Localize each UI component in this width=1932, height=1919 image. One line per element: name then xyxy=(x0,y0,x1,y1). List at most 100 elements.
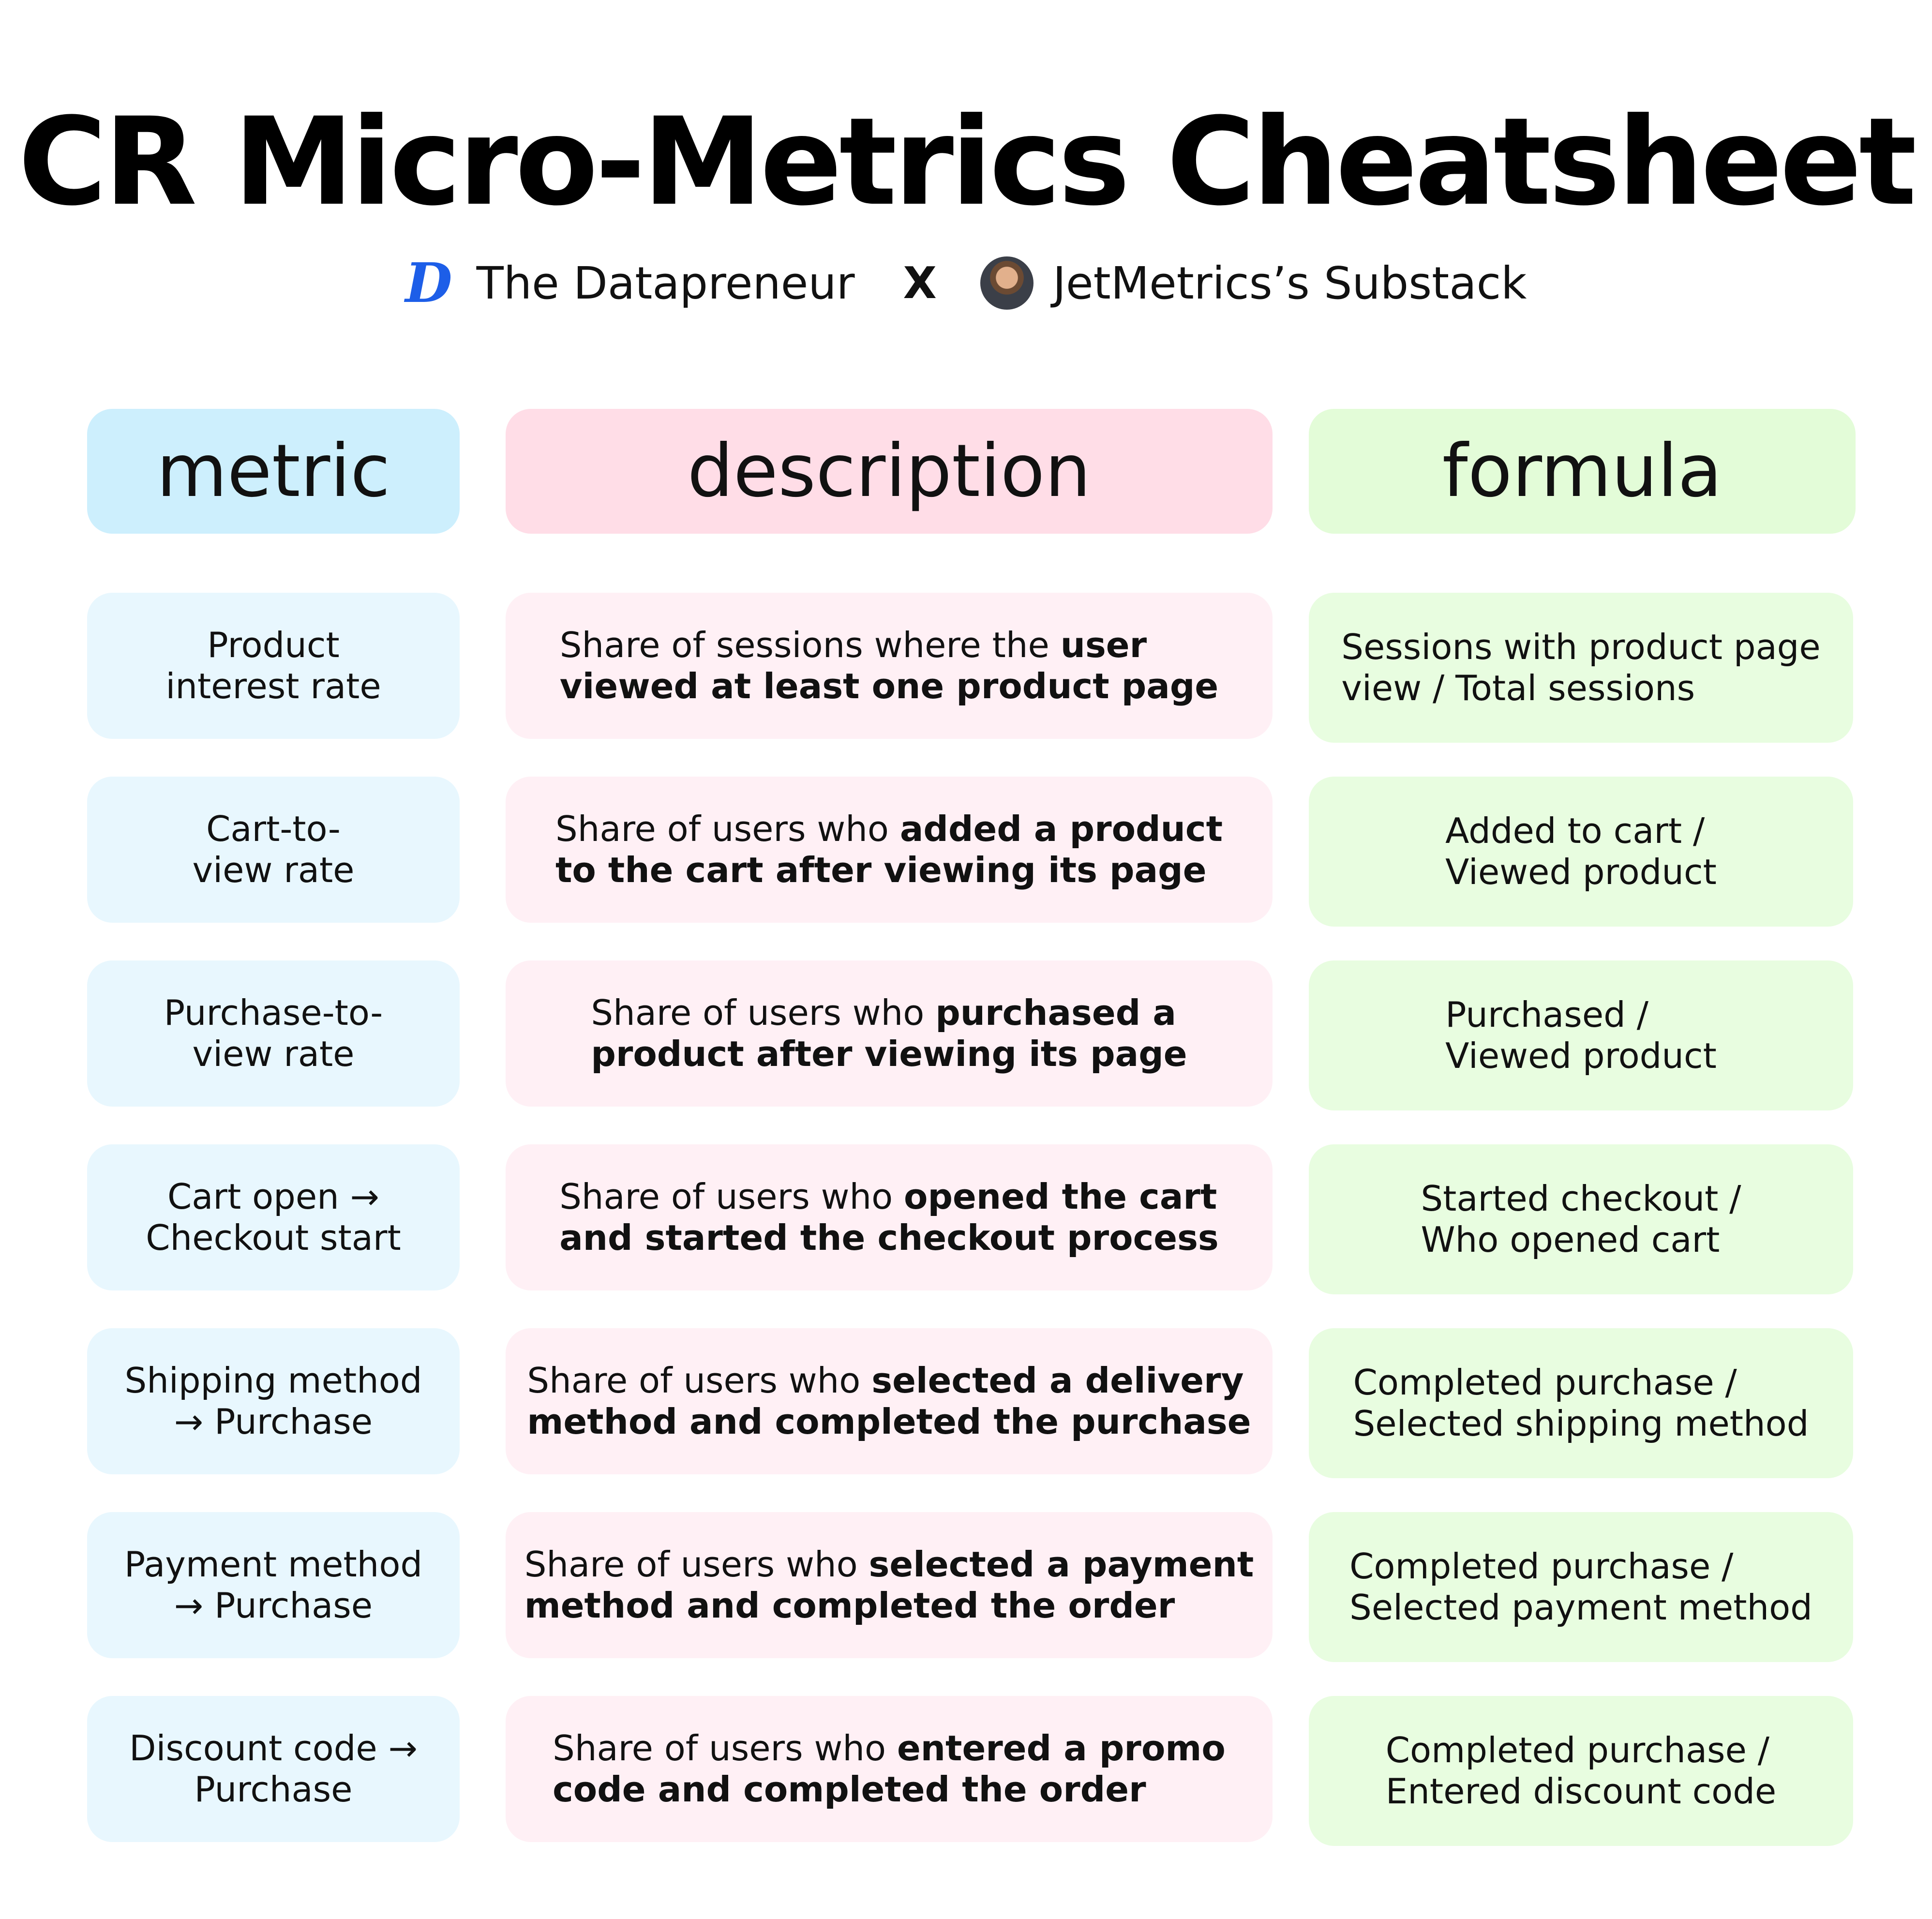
subtitle-bar: D The Datapreneur X JetMetrics’s Substac… xyxy=(0,252,1932,315)
description-highlight: product after viewing its page xyxy=(591,1034,1187,1074)
formula-line: Purchased / xyxy=(1445,994,1648,1035)
header-description: description xyxy=(506,409,1273,534)
metric-line: Product xyxy=(207,625,340,666)
formula-line: Viewed product xyxy=(1445,1035,1717,1076)
description-cell: Share of users who opened the cart and st… xyxy=(506,1144,1273,1290)
formula-cell: Purchased / Viewed product xyxy=(1309,960,1853,1110)
metric-cell: Payment method → Purchase xyxy=(87,1512,460,1658)
formula-line: Completed purchase / xyxy=(1353,1362,1737,1403)
header-metric-label: metric xyxy=(156,429,390,513)
description-highlight: and started the checkout process xyxy=(559,1217,1219,1258)
description-highlight: code and completed the order xyxy=(553,1769,1146,1810)
description-plain: Share of users who xyxy=(553,1728,897,1769)
formula-text: Purchased / Viewed product xyxy=(1445,994,1717,1077)
formula-cell: Added to cart / Viewed product xyxy=(1309,777,1853,927)
metric-line: view rate xyxy=(192,850,355,890)
formula-text: Completed purchase / Selected shipping me… xyxy=(1353,1362,1809,1444)
description-cell: Share of users who added a product to the… xyxy=(506,777,1273,923)
formula-line: Added to cart / xyxy=(1445,810,1705,852)
metric-line: Discount code → xyxy=(129,1728,418,1769)
description-plain: Share of users who xyxy=(527,1360,872,1401)
description-cell: Share of users who selected a delivery me… xyxy=(506,1328,1273,1474)
description-highlight: to the cart after viewing its page xyxy=(555,850,1207,890)
description-cell: Share of users who purchased a product af… xyxy=(506,960,1273,1107)
metric-line: view rate xyxy=(192,1034,355,1074)
description-highlight: opened the cart xyxy=(904,1176,1217,1217)
description-cell: Share of users who entered a promo code a… xyxy=(506,1696,1273,1842)
metric-line: → Purchase xyxy=(174,1585,373,1626)
metric-cell: Product interest rate xyxy=(87,593,460,739)
metric-cell: Shipping method → Purchase xyxy=(87,1328,460,1474)
page-title: CR Micro-Metrics Cheatsheet xyxy=(18,91,1917,232)
metric-line: interest rate xyxy=(165,666,381,706)
metric-line: Cart open → xyxy=(167,1176,379,1217)
formula-cell: Completed purchase / Selected shipping me… xyxy=(1309,1328,1853,1478)
formula-line: Who opened cart xyxy=(1421,1219,1720,1260)
formula-text: Started checkout / Who opened cart xyxy=(1421,1178,1741,1260)
formula-line: Selected payment method xyxy=(1349,1587,1812,1628)
description-highlight: entered a promo xyxy=(897,1728,1226,1769)
description-plain: Share of users who xyxy=(559,1176,904,1217)
formula-line: view / Total sessions xyxy=(1341,668,1695,708)
description-text: Share of sessions where the user viewed a… xyxy=(560,625,1219,707)
description-highlight: selected a payment xyxy=(869,1544,1254,1585)
header-formula-label: formula xyxy=(1442,429,1722,513)
metric-name: Shipping method → Purchase xyxy=(124,1360,422,1442)
description-plain: Share of users who xyxy=(591,992,936,1034)
left-brand-name: The Datapreneur xyxy=(476,257,855,309)
description-highlight: viewed at least one product page xyxy=(559,666,1219,706)
metric-name: Discount code → Purchase xyxy=(129,1728,418,1810)
avatar xyxy=(980,256,1033,310)
metric-name: Purchase-to-view rate xyxy=(164,992,383,1075)
formula-line: Selected shipping method xyxy=(1353,1403,1809,1444)
right-brand-name: JetMetrics’s Substack xyxy=(1052,257,1527,309)
metric-line: → Purchase xyxy=(174,1401,373,1442)
description-cell: Share of sessions where the user viewed a… xyxy=(506,593,1273,739)
description-highlight: added a product xyxy=(899,809,1223,850)
metric-line: Cart-to- xyxy=(206,809,341,850)
description-text: Share of users who opened the cart and st… xyxy=(559,1176,1219,1259)
datapreneur-logo-icon: D xyxy=(405,251,452,315)
formula-text: Completed purchase / Selected payment met… xyxy=(1349,1546,1812,1628)
metric-line: Purchase-to- xyxy=(164,992,383,1034)
metric-cell: Purchase-to-view rate xyxy=(87,960,460,1107)
metric-name: Cart open → Checkout start xyxy=(146,1176,401,1259)
header-metric: metric xyxy=(87,409,460,534)
metric-name: Payment method → Purchase xyxy=(124,1544,422,1626)
formula-cell: Completed purchase / Selected payment met… xyxy=(1309,1512,1853,1662)
description-highlight: method and completed the purchase xyxy=(527,1401,1251,1442)
metric-line: Checkout start xyxy=(146,1217,401,1258)
description-text: Share of users who purchased a product af… xyxy=(591,992,1187,1075)
formula-cell: Completed purchase / Entered discount cod… xyxy=(1309,1696,1853,1846)
description-highlight: method and completed the order xyxy=(524,1585,1175,1626)
description-text: Share of users who entered a promo code a… xyxy=(553,1728,1226,1810)
description-highlight: selected a delivery xyxy=(871,1360,1244,1401)
formula-text: Sessions with product page view / Total s… xyxy=(1341,627,1820,709)
header-formula: formula xyxy=(1309,409,1856,534)
description-cell: Share of users who selected a payment met… xyxy=(506,1512,1273,1658)
metric-line: Shipping method xyxy=(124,1360,422,1401)
description-text: Share of users who added a product to the… xyxy=(555,809,1223,891)
metric-name: Product interest rate xyxy=(165,625,381,707)
formula-text: Completed purchase / Entered discount cod… xyxy=(1386,1730,1776,1812)
formula-line: Viewed product xyxy=(1445,852,1717,892)
description-text: Share of users who selected a delivery me… xyxy=(527,1360,1251,1442)
formula-line: Entered discount code xyxy=(1385,1771,1777,1812)
description-text: Share of users who selected a payment met… xyxy=(524,1544,1254,1626)
metric-line: Payment method xyxy=(124,1544,423,1585)
metric-cell: Discount code → Purchase xyxy=(87,1696,460,1842)
formula-line: Sessions with product page xyxy=(1341,627,1821,668)
metric-cell: Cart-to-view rate xyxy=(87,777,460,923)
description-plain: Share of users who xyxy=(555,809,900,850)
description-highlight: purchased a xyxy=(935,992,1176,1034)
header-description-label: description xyxy=(687,429,1091,513)
metric-line: Purchase xyxy=(194,1769,353,1810)
formula-cell: Sessions with product page view / Total s… xyxy=(1309,593,1853,743)
description-plain: Share of users who xyxy=(524,1544,869,1585)
formula-line: Completed purchase / xyxy=(1385,1730,1770,1771)
formula-cell: Started checkout / Who opened cart xyxy=(1309,1144,1853,1294)
metric-cell: Cart open → Checkout start xyxy=(87,1144,460,1290)
formula-line: Started checkout / xyxy=(1421,1178,1741,1219)
description-plain: Share of sessions where the xyxy=(559,625,1061,666)
formula-line: Completed purchase / xyxy=(1349,1546,1734,1587)
